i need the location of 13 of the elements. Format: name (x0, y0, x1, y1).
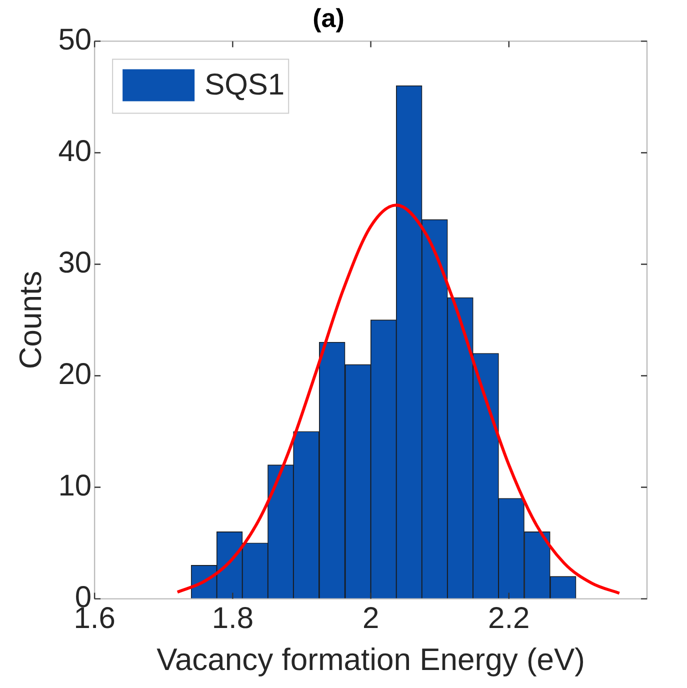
y-tick-label: 10 (58, 470, 92, 503)
x-tick-label: 2 (362, 602, 380, 636)
y-tick-label: 20 (58, 358, 92, 392)
x-tick-label: 1.8 (212, 602, 254, 636)
legend-label: SQS1 (204, 68, 285, 102)
line-series (176, 204, 621, 595)
y-tick-label: 30 (58, 246, 92, 280)
y-tick-label: 50 (58, 23, 92, 56)
x-axis-title: Vacancy formation Energy (eV) (156, 642, 586, 677)
chart-title: (a) (312, 2, 344, 33)
y-tick-label: 40 (58, 134, 92, 168)
y-axis-title: Counts (13, 270, 48, 370)
x-tick-label: 2.2 (488, 602, 530, 636)
